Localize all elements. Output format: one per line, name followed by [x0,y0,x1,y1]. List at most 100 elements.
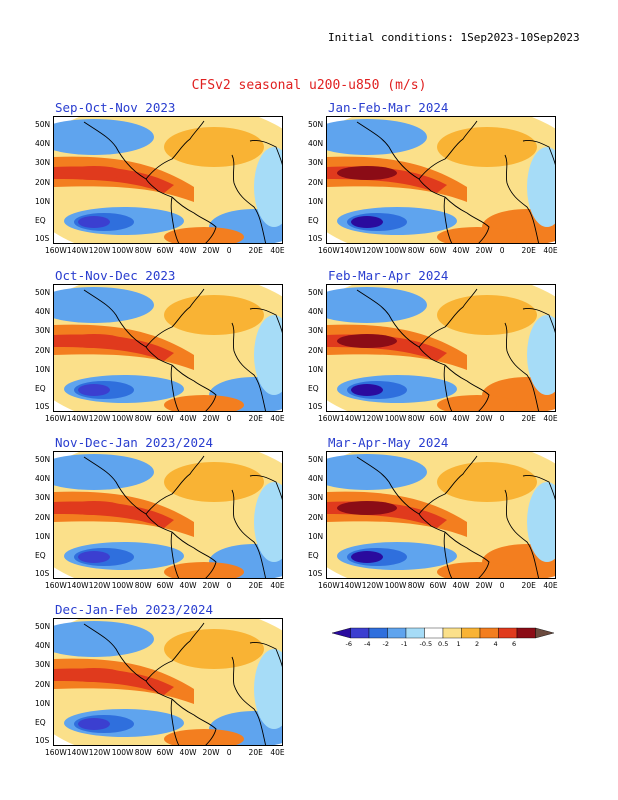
coastline [171,531,217,578]
lon-tick-label: 20W [202,246,220,255]
colorbar-swatch [350,627,370,639]
lat-tick-label: 50N [35,119,51,129]
lat-tick-label: 40N [308,139,324,149]
lon-tick-label: 20E [521,246,536,255]
lon-tick-label: 60W [156,581,174,590]
lon-tick-label: 40W [179,748,197,757]
lon-tick-label: 20E [521,581,536,590]
lat-tick-label: 10S [35,568,50,578]
coastline [145,288,205,348]
lat-tick-label: 50N [35,287,51,297]
lon-tick-label: 0 [499,246,505,255]
colorbar-swatch [368,627,388,639]
lon-tick-label: 80W [134,748,152,757]
lon-tick-label: 40E [270,748,285,757]
contour-fill [327,119,427,155]
coastline [443,364,453,411]
lat-tick-label: 20N [35,512,51,522]
coastline [443,196,453,243]
contour-fill [337,334,397,348]
lat-tick-label: 10S [308,568,323,578]
map-panel [326,451,556,579]
lat-tick-label: 10S [308,233,323,243]
contour-fill [437,127,537,167]
figure-title: CFSv2 seasonal u200-u850 (m/s) [191,78,427,93]
colorbar-swatch [535,627,555,639]
lon-tick-label: 60W [156,748,174,757]
lon-tick-label: 0 [499,414,505,423]
lon-tick-label: 140W [66,748,89,757]
contour-fill [437,462,537,502]
map-panel [53,618,283,746]
colorbar [331,627,555,639]
lon-tick-label: 160W [318,581,340,590]
colorbar-swatch [479,627,499,639]
panel-title: Nov-Dec-Jan 2023/2024 [55,435,214,450]
contour-fill [437,295,537,335]
panel-title: Oct-Nov-Dec 2023 [55,268,176,283]
lat-tick-label: 40N [35,307,51,317]
lon-tick-label: 20W [475,581,493,590]
lon-tick-label: 40E [270,414,285,423]
colorbar-label: -1 [401,640,408,648]
lon-tick-label: 0 [226,414,232,423]
map-panel [53,116,283,244]
lat-tick-label: 50N [308,119,324,129]
lon-tick-label: 0 [226,581,232,590]
lon-tick-label: 160W [45,581,67,590]
lon-tick-label: 40W [179,581,197,590]
lat-tick-label: 30N [35,158,51,168]
lat-tick-label: EQ [35,215,46,225]
lat-tick-label: EQ [308,550,319,560]
lon-tick-label: 40W [179,414,197,423]
contour-fill [64,501,124,515]
lon-tick-label: 20E [248,246,263,255]
lon-tick-label: 40E [270,246,285,255]
contour-fill [337,501,397,515]
coastline [444,364,490,411]
lat-tick-label: 10S [35,401,50,411]
contour-fill [54,119,154,155]
contour-fill [351,551,383,563]
contour-fill [437,395,517,411]
lon-tick-label: 100W [384,414,407,423]
lon-tick-label: 160W [45,414,67,423]
lon-tick-label: 140W [66,246,89,255]
lat-tick-label: 30N [308,326,324,336]
lon-tick-label: 40W [452,414,470,423]
coastline [444,531,490,578]
lon-tick-label: 60W [429,414,447,423]
contour-fill [254,147,282,227]
contour-fill [164,295,264,335]
contour-fill [351,216,383,228]
coastline [170,196,180,243]
coastline [170,531,180,578]
lat-tick-label: 10N [35,531,51,541]
lon-tick-label: 40W [452,581,470,590]
contour-fill [527,147,555,227]
contour-fill [64,668,124,682]
colorbar-swatch [331,627,351,639]
initial-conditions-text: Initial conditions: 1Sep2023-10Sep2023 [328,31,580,44]
lat-tick-label: 30N [35,493,51,503]
colorbar-swatch [498,627,518,639]
coastline [231,154,267,243]
contour-fill [527,315,555,395]
lat-tick-label: 10N [308,196,324,206]
lat-tick-label: 50N [308,454,324,464]
lon-tick-label: 0 [499,581,505,590]
colorbar-label: -2 [382,640,389,648]
contour-fill [164,395,244,411]
coastline [522,475,555,501]
lon-tick-label: 60W [156,246,174,255]
contour-fill [54,621,154,657]
lon-tick-label: 120W [88,748,111,757]
colorbar-swatch [461,627,481,639]
colorbar-swatch [442,627,462,639]
lon-tick-label: 80W [407,581,425,590]
lat-tick-label: 10S [35,233,50,243]
lon-tick-label: 20E [248,748,263,757]
lat-tick-label: 10N [35,196,51,206]
coastline [504,154,540,243]
lat-tick-label: 20N [35,177,51,187]
